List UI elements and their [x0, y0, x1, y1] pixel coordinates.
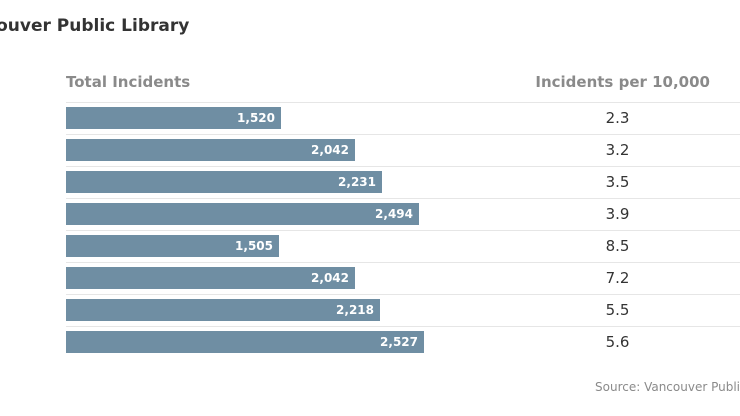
table-row: 3 2,231 3.5 [0, 166, 740, 198]
table-row: 5 1,520 2.3 [0, 102, 740, 134]
bar-value-label: 2,527 [380, 335, 418, 349]
total-incidents-bar [66, 331, 424, 353]
bar-value-label: 1,505 [235, 239, 273, 253]
bar-value-label: 2,231 [338, 175, 376, 189]
rate-value: 7.2 [605, 269, 630, 287]
total-incidents-bar [66, 235, 279, 257]
rate-value: 5.5 [605, 301, 630, 319]
source-note: Source: Vancouver Public [595, 380, 740, 394]
year-label: 7 [0, 142, 1, 158]
total-incidents-bar [66, 171, 382, 193]
row-divider [66, 134, 740, 135]
table-row: 2 2,218 5.5 [0, 294, 740, 326]
year-label: 5 [0, 110, 1, 126]
year-label: 9 [0, 206, 1, 222]
bar-value-label: 2,218 [336, 303, 374, 317]
row-divider [66, 262, 740, 263]
year-label: 1 [0, 270, 1, 286]
chart-title: couver Public Library [0, 16, 190, 36]
total-incidents-bar [66, 299, 380, 321]
row-divider [66, 230, 740, 231]
year-label: 0 [0, 238, 1, 254]
row-divider [66, 166, 740, 167]
rate-value: 2.3 [605, 109, 630, 127]
table-row: 9 2,494 3.9 [0, 198, 740, 230]
bar-value-label: 1,520 [237, 111, 275, 125]
table-row: 0 1,505 8.5 [0, 230, 740, 262]
row-divider [66, 198, 740, 199]
total-incidents-bar [66, 107, 281, 129]
rate-value: 3.5 [605, 173, 630, 191]
row-divider [66, 102, 740, 103]
rate-value: 8.5 [605, 237, 630, 255]
year-label: 3 [0, 334, 1, 350]
total-incidents-bar [66, 139, 355, 161]
year-label: 3 [0, 174, 1, 190]
table-row: 3 2,527 5.6 [0, 326, 740, 358]
bar-value-label: 2,042 [311, 271, 349, 285]
rate-value: 5.6 [605, 333, 630, 351]
rate-value: 3.2 [605, 141, 630, 159]
incidents-per-10000-column-header: Incidents per 10,000 [535, 73, 710, 91]
rate-value: 3.9 [605, 205, 630, 223]
year-label: 2 [0, 302, 1, 318]
row-divider [66, 294, 740, 295]
total-incidents-column-header: Total Incidents [66, 73, 191, 91]
bar-value-label: 2,494 [375, 207, 413, 221]
total-incidents-bar [66, 267, 355, 289]
table-row: 7 2,042 3.2 [0, 134, 740, 166]
total-incidents-bar [66, 203, 419, 225]
table-row: 1 2,042 7.2 [0, 262, 740, 294]
bar-value-label: 2,042 [311, 143, 349, 157]
row-divider [66, 326, 740, 327]
